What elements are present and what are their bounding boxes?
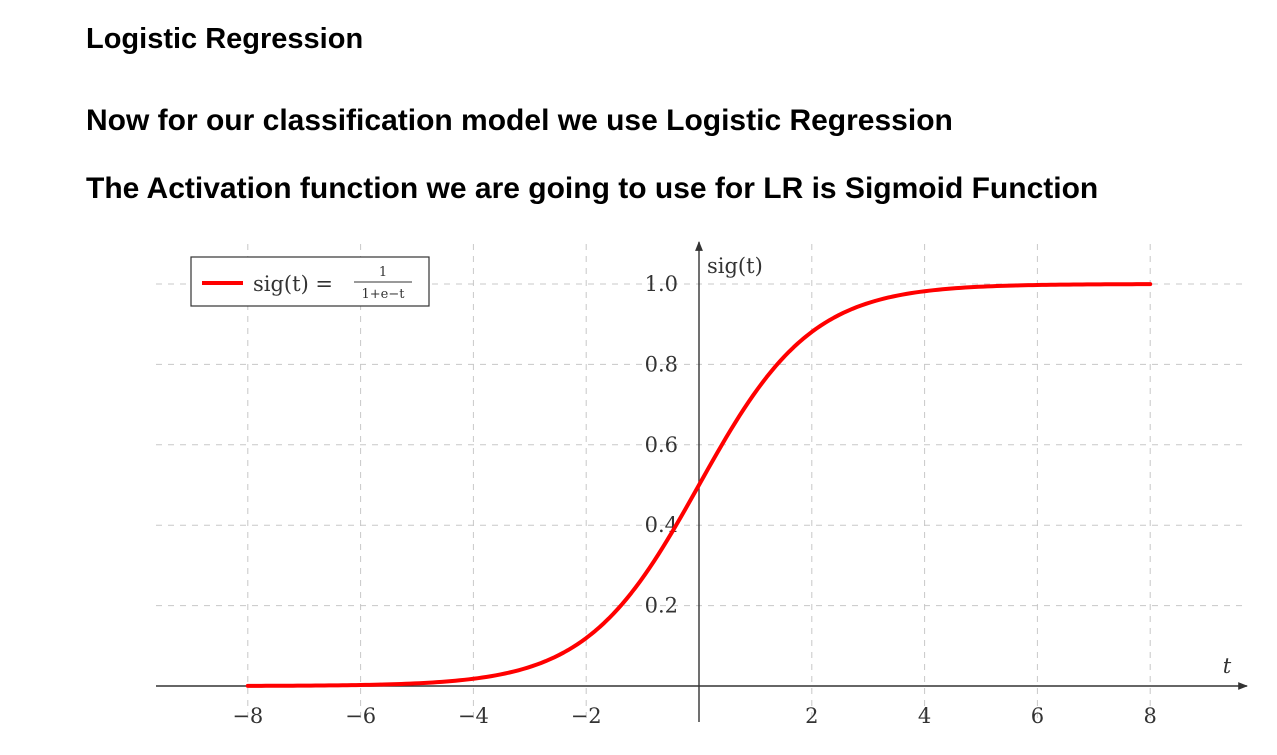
intro-line: Now for our classification model we use … [86, 104, 953, 137]
x-tick-label: −2 [571, 704, 602, 728]
series-layer [245, 282, 1153, 688]
x-tick-label: 6 [1031, 704, 1044, 728]
y-tick-label: 1.0 [645, 272, 678, 296]
x-tick-label: −4 [458, 704, 489, 728]
x-tick-label: 4 [918, 704, 931, 728]
y-tick-label: 0.8 [645, 352, 678, 376]
activation-line: The Activation function we are going to … [86, 172, 1099, 205]
page-title: Logistic Regression [86, 23, 364, 55]
sigmoid-curve [245, 282, 1153, 688]
legend-denominator: 1+e−t [362, 287, 406, 302]
legend-label: sig(t) = [253, 272, 333, 296]
y-tick-label: 0.2 [645, 594, 678, 618]
x-tick-label: 2 [805, 704, 818, 728]
tick-labels: −8 −6 −4 −2 2 4 6 80.20.40.60.81.0 [232, 272, 1157, 728]
y-tick-label: 0.6 [645, 433, 678, 457]
x-tick-label: −8 [232, 704, 263, 728]
legend-numerator: 1 [379, 265, 387, 280]
x-tick-label: 8 [1144, 704, 1157, 728]
x-tick-label: −6 [345, 704, 376, 728]
legend: sig(t) = 1 1+e−t [190, 256, 430, 307]
y-axis-label: sig(t) [707, 254, 763, 278]
x-axis-label: t [1223, 654, 1232, 678]
